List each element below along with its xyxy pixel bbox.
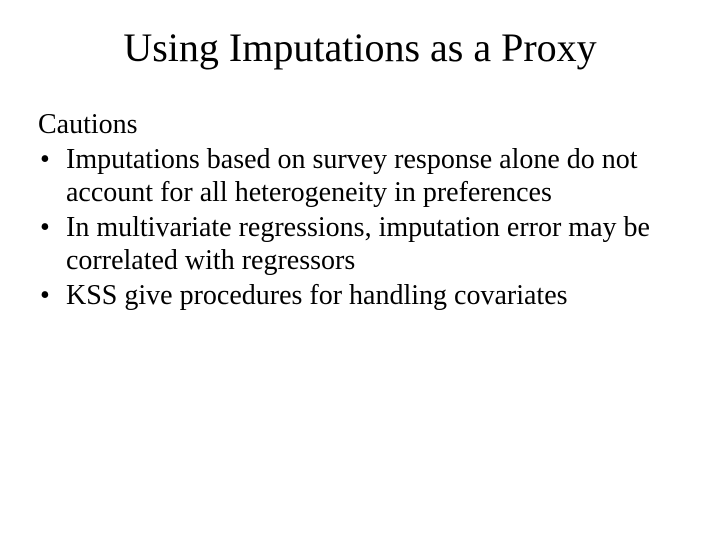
list-item: In multivariate regressions, imputation …: [38, 211, 682, 277]
bullet-list: Imputations based on survey response alo…: [38, 143, 682, 312]
slide: Using Imputations as a Proxy Cautions Im…: [0, 0, 720, 540]
list-item: Imputations based on survey response alo…: [38, 143, 682, 209]
subheading-cautions: Cautions: [38, 109, 682, 141]
slide-title: Using Imputations as a Proxy: [38, 24, 682, 71]
list-item: KSS give procedures for handling covaria…: [38, 279, 682, 312]
